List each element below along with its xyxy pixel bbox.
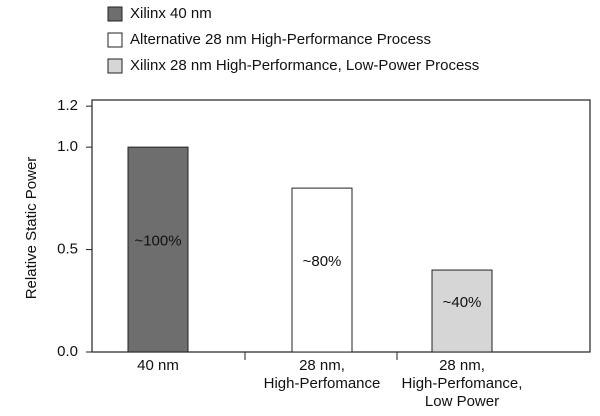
legend-label: Alternative 28 nm High-Performance Proce…	[130, 31, 431, 48]
x-tick-label: High-Perfomance,	[402, 375, 523, 392]
y-axis-label: Relative Static Power	[23, 157, 40, 300]
bar	[127, 146, 189, 353]
legend-swatch	[107, 58, 123, 74]
legend-label: Xilinx 40 nm	[130, 5, 212, 22]
y-tick-label: 0.0	[57, 343, 78, 360]
legend-swatch	[107, 32, 123, 48]
x-tick-label: 28 nm,	[439, 357, 485, 374]
legend-swatch	[107, 6, 123, 22]
legend-label: Xilinx 28 nm High-Performance, Low-Power…	[130, 57, 479, 74]
x-tick-label: Low Power	[425, 393, 499, 410]
x-tick-label: 28 nm,	[299, 357, 345, 374]
x-tick-label: 40 nm	[137, 357, 179, 374]
bar	[291, 187, 353, 353]
value-label: ~80%	[303, 253, 342, 270]
y-tick-label: 1.0	[57, 138, 78, 155]
value-label: ~100%	[134, 233, 181, 250]
bar	[431, 269, 493, 353]
y-tick-label: 1.2	[57, 97, 78, 114]
x-tick-label: High-Perfomance	[264, 375, 381, 392]
y-tick-label: 0.5	[57, 241, 78, 258]
value-label: ~40%	[443, 294, 482, 311]
